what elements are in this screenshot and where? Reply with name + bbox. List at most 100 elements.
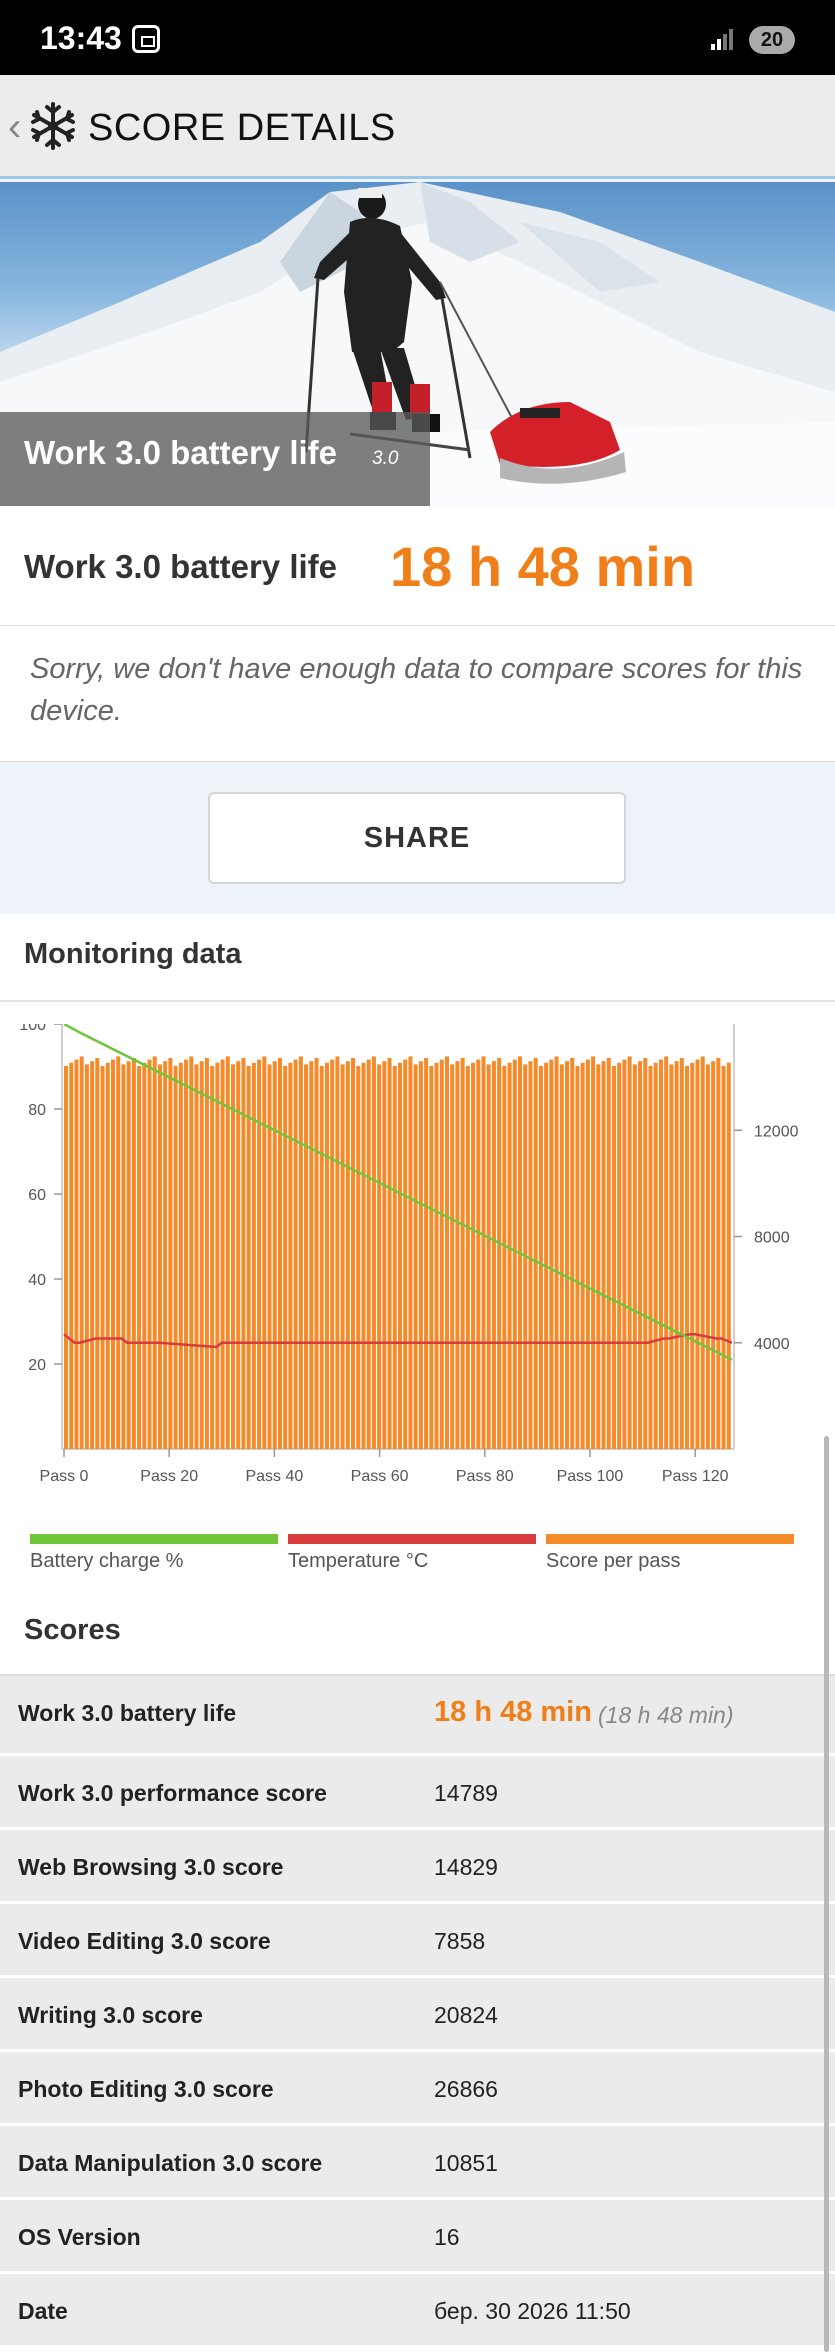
x-tick-label: Pass 20 xyxy=(140,1468,198,1484)
result-card: Work 3.0 battery life 18 h 48 min xyxy=(0,506,835,626)
score-bar xyxy=(298,1056,303,1449)
back-chevron-icon[interactable]: ‹ xyxy=(8,105,22,149)
score-bar xyxy=(705,1064,710,1449)
score-bar xyxy=(700,1056,705,1449)
score-bar xyxy=(418,1061,423,1449)
score-bar xyxy=(512,1059,517,1449)
score-bar xyxy=(277,1058,282,1449)
score-bar xyxy=(199,1061,204,1449)
score-bar xyxy=(309,1061,314,1449)
score-bar xyxy=(611,1065,616,1449)
legend-swatch-battery xyxy=(30,1534,278,1544)
score-bar xyxy=(471,1062,476,1449)
score-bar xyxy=(84,1064,89,1449)
score-bar xyxy=(324,1062,329,1449)
score-bar xyxy=(450,1064,455,1449)
score-value: 14829 xyxy=(434,1854,498,1880)
score-bar xyxy=(653,1062,658,1449)
score-bar xyxy=(90,1061,95,1449)
score-bar xyxy=(121,1064,126,1449)
monitoring-chart: 100 80 60 40 20 12000 8000 4000 Pass 0 Pass 20 Pas… xyxy=(19,1024,799,1484)
x-tick-label: Pass 80 xyxy=(456,1468,514,1484)
score-bar xyxy=(220,1059,225,1449)
score-bar xyxy=(210,1065,215,1449)
score-bar xyxy=(105,1062,110,1449)
x-tick-label: Pass 60 xyxy=(351,1468,409,1484)
score-bar xyxy=(69,1062,74,1449)
divider xyxy=(0,1000,835,1002)
score-label: OS Version xyxy=(18,2224,141,2250)
score-bar xyxy=(131,1058,136,1449)
score-bar xyxy=(319,1065,324,1449)
score-bar xyxy=(632,1064,637,1449)
score-bar xyxy=(695,1059,700,1449)
left-tick-label: 40 xyxy=(28,1272,46,1289)
score-bar xyxy=(429,1065,434,1449)
x-tick-label: Pass 100 xyxy=(557,1468,624,1484)
score-bar xyxy=(528,1061,533,1449)
score-bar xyxy=(502,1065,507,1449)
right-tick-label: 12000 xyxy=(754,1123,799,1140)
score-bar xyxy=(330,1059,335,1449)
score-bar xyxy=(126,1061,131,1449)
score-bar xyxy=(486,1064,491,1449)
score-bar xyxy=(79,1056,84,1449)
score-bar xyxy=(361,1062,366,1449)
score-bar xyxy=(251,1062,256,1449)
score-bar xyxy=(351,1058,356,1449)
score-bar xyxy=(434,1062,439,1449)
score-bar xyxy=(716,1058,721,1449)
score-label: Date xyxy=(18,2298,68,2324)
score-bar xyxy=(147,1059,152,1449)
score-bar xyxy=(559,1064,564,1449)
score-bar xyxy=(137,1065,142,1449)
notice-card: Sorry, we don't have enough data to comp… xyxy=(0,626,835,762)
left-tick-label: 80 xyxy=(28,1102,46,1119)
score-bar xyxy=(476,1059,481,1449)
hero-version: 3.0 xyxy=(372,448,399,469)
score-bar xyxy=(403,1059,408,1449)
score-bar xyxy=(283,1065,288,1449)
legend-label-temperature: Temperature °C xyxy=(288,1550,429,1572)
score-bar xyxy=(726,1062,731,1449)
status-bar: 13:43 20 xyxy=(0,0,835,75)
score-bar xyxy=(345,1061,350,1449)
score-bar xyxy=(596,1064,601,1449)
score-bar xyxy=(507,1062,512,1449)
legend-item-battery: Battery charge % xyxy=(30,1534,278,1573)
score-bar xyxy=(664,1056,669,1449)
score-bar xyxy=(601,1061,606,1449)
result-label: Work 3.0 battery life xyxy=(24,548,338,585)
score-bar xyxy=(184,1059,189,1449)
score-bar xyxy=(554,1056,559,1449)
score-bar xyxy=(585,1059,590,1449)
score-bar xyxy=(340,1064,345,1449)
scrollbar[interactable] xyxy=(824,1436,829,2352)
snowflake-icon[interactable] xyxy=(28,101,78,151)
score-bar xyxy=(460,1058,465,1449)
score-label: Video Editing 3.0 score xyxy=(18,1928,271,1954)
legend-swatch-temperature xyxy=(288,1534,536,1544)
score-bar xyxy=(257,1059,262,1449)
score-bar xyxy=(455,1061,460,1449)
score-row: OS Version 16 xyxy=(0,2200,835,2274)
monitoring-card: Monitoring data 100 80 60 40 20 12000 8000 4000… xyxy=(0,914,835,2352)
score-bar xyxy=(110,1059,115,1449)
score-bar xyxy=(690,1062,695,1449)
score-label: Data Manipulation 3.0 score xyxy=(18,2150,323,2176)
score-bar xyxy=(622,1059,627,1449)
score-bar xyxy=(371,1056,376,1449)
score-bar xyxy=(241,1058,246,1449)
score-bar xyxy=(549,1059,554,1449)
score-bar xyxy=(575,1065,580,1449)
score-bar xyxy=(142,1062,147,1449)
score-bar xyxy=(288,1062,293,1449)
score-label: Web Browsing 3.0 score xyxy=(18,1854,284,1880)
score-bar xyxy=(168,1058,173,1449)
share-button[interactable]: SHARE xyxy=(208,792,626,884)
score-value: 26866 xyxy=(434,2076,498,2102)
score-row: Photo Editing 3.0 score 26866 xyxy=(0,2052,835,2126)
score-bar xyxy=(246,1065,251,1449)
score-label: Writing 3.0 score xyxy=(18,2002,203,2028)
score-bar xyxy=(215,1062,220,1449)
